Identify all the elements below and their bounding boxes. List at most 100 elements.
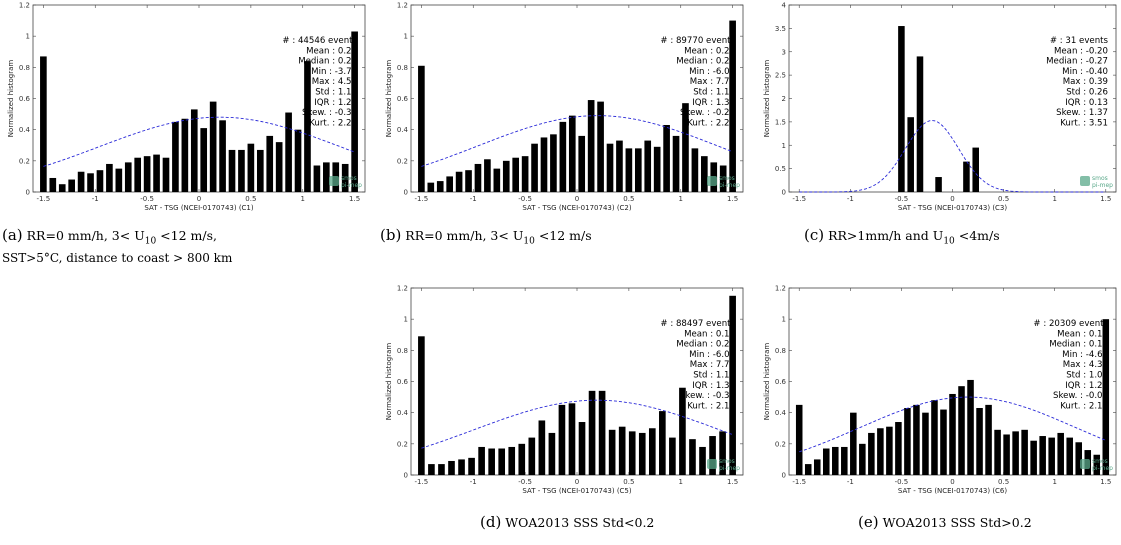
y-tick: 0.4 xyxy=(397,126,743,134)
stats-line: Mean : 0.15 xyxy=(1057,329,1108,339)
y-tick-label: 1.2 xyxy=(397,285,408,293)
histogram-bar xyxy=(701,156,708,192)
caption-a: (a) RR=0 mm/h, 3< U10 <12 m/s, SST>5°C, … xyxy=(2,228,232,266)
logo-text: smos xyxy=(341,175,357,182)
histogram-b: 0 0.2 0.4 0.6 0.8 1 1.2 -1.5 -1 -0.5 0 0.5 1 1.5 # : 8… xyxy=(385,2,744,212)
histogram-bar xyxy=(446,176,453,192)
stats-line: Std : 1.06 xyxy=(1066,371,1108,381)
histogram-bar xyxy=(540,137,548,192)
y-tick-label: 0.2 xyxy=(397,440,408,448)
stats-line: Std : 1.18 xyxy=(693,371,735,381)
histogram-bar xyxy=(922,412,929,475)
stats-line: Mean : 0.20 xyxy=(306,46,357,56)
y-tick: 1 xyxy=(404,33,743,41)
x-axis-label: SAT - TSG (NCEI-0170743) (C3) xyxy=(898,204,1008,212)
y-tick-label: 0.4 xyxy=(19,126,31,134)
y-tick: 1.2 xyxy=(19,2,365,10)
histogram-bar xyxy=(219,120,226,192)
y-tick: 1 xyxy=(404,316,743,324)
y-tick: 0.2 xyxy=(397,157,743,165)
x-tick: -1.5 xyxy=(792,5,806,203)
y-tick-label: 2 xyxy=(782,95,786,103)
caption-e-line1: WOA2013 SSS Std>0.2 xyxy=(882,515,1032,530)
histogram-bar xyxy=(58,184,66,192)
x-tick: -1 xyxy=(470,288,477,486)
logo-text: smos xyxy=(1092,175,1108,182)
histogram-bar xyxy=(448,460,455,475)
y-tick-label: 1 xyxy=(404,316,408,324)
histogram-bar xyxy=(682,103,689,192)
histogram-bar xyxy=(508,446,516,475)
histogram-bar xyxy=(40,56,47,192)
histogram-bar xyxy=(266,135,274,192)
y-tick-label: 0.6 xyxy=(19,95,31,103)
histogram-bar xyxy=(428,464,435,475)
y-tick-label: 1 xyxy=(782,316,786,324)
y-tick: 0.8 xyxy=(775,347,1116,355)
y-axis-label: Normalized histogram xyxy=(763,60,771,138)
x-tick: 1 xyxy=(679,5,683,203)
histogram-bar xyxy=(568,403,576,475)
histogram-bar xyxy=(804,464,812,475)
x-tick-label: -1 xyxy=(847,478,854,486)
x-axis-label: SAT - TSG (NCEI-0170743) (C5) xyxy=(522,487,632,495)
histogram-bar xyxy=(1048,437,1055,475)
histogram-bar xyxy=(468,457,475,475)
stats-line: IQR : 0.13 xyxy=(1065,98,1108,108)
stats-line: # : 88497 events xyxy=(660,319,735,329)
x-axis-label: SAT - TSG (NCEI-0170743) (C2) xyxy=(522,204,632,212)
histogram-bar xyxy=(868,432,875,475)
stats-line: Min : -4.60 xyxy=(1062,350,1108,360)
histogram-bar xyxy=(719,431,726,475)
y-tick-label: 0.8 xyxy=(397,347,408,355)
y-tick-label: 1.2 xyxy=(775,285,786,293)
histogram-bar xyxy=(606,143,614,192)
y-tick-label: 0 xyxy=(782,472,786,480)
histogram-bar xyxy=(813,459,821,475)
histogram-bar xyxy=(822,448,830,475)
histogram-bar xyxy=(898,26,905,192)
logo-icon xyxy=(329,176,339,186)
y-tick: 0.8 xyxy=(19,64,365,72)
stats-line: Median : -0.27 xyxy=(1046,57,1108,67)
histogram-bar xyxy=(96,170,104,192)
histogram-bar xyxy=(931,400,938,475)
histogram-bar xyxy=(465,170,472,192)
histogram-bar xyxy=(153,154,160,192)
histogram-bar xyxy=(436,181,444,192)
y-tick: 0 xyxy=(782,189,1116,197)
x-axis-label: SAT - TSG (NCEI-0170743) (C6) xyxy=(898,487,1008,495)
histogram-bar xyxy=(247,143,255,192)
histogram-bar xyxy=(972,147,979,192)
histogram-bar xyxy=(568,115,576,192)
histogram-bar xyxy=(558,404,566,475)
histogram-bar xyxy=(351,31,358,192)
x-tick-label: -1.5 xyxy=(792,478,806,486)
caption-a-line1: RR=0 mm/h, 3< U10 <12 m/s, xyxy=(26,228,217,247)
caption-d-label: (d) xyxy=(480,513,502,531)
histogram-bar xyxy=(729,20,736,193)
stats-line: Std : 1.15 xyxy=(693,88,735,98)
x-tick-label: -0.5 xyxy=(518,478,532,486)
y-tick-label: 1 xyxy=(26,33,30,41)
x-tick-label: 0.5 xyxy=(623,478,634,486)
x-tick-label: 0.5 xyxy=(623,195,634,203)
logo-icon xyxy=(707,176,717,186)
panel-b: 0 0.2 0.4 0.6 0.8 1 1.2 -1.5 -1 -0.5 0 0.5 1 1.5 # : 8… xyxy=(378,0,748,270)
caption-d-line1: WOA2013 SSS Std<0.2 xyxy=(505,515,655,530)
histogram-bar xyxy=(438,464,445,475)
y-tick-label: 1.5 xyxy=(775,118,786,126)
y-axis-label: Normalized histogram xyxy=(7,60,15,138)
y-tick-label: 0.4 xyxy=(775,409,787,417)
stats-line: Mean : 0.19 xyxy=(684,329,735,339)
x-tick: 0 xyxy=(575,5,579,203)
stats-line: Mean : 0.20 xyxy=(684,46,735,56)
x-tick: 0.5 xyxy=(998,5,1009,203)
histogram-bar xyxy=(1066,437,1073,475)
histogram-bar xyxy=(181,118,189,192)
logo-icon xyxy=(1080,176,1090,186)
